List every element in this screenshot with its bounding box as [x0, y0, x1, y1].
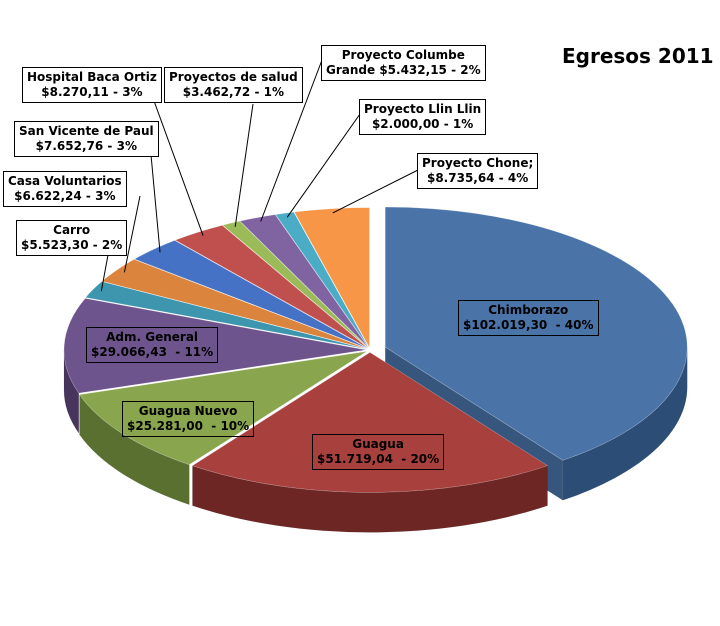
- data-label-proyecto-chone: Proyecto Chone; $8.735,64 - 4%: [417, 153, 539, 189]
- data-label-san-vicente: San Vicente de Paul $7.652,76 - 3%: [14, 121, 159, 157]
- data-label-casa-voluntarios: Casa Voluntarios $6.622,24 - 3%: [3, 171, 127, 207]
- data-label-llin-llin: Proyecto Llin Llin $2.000,00 - 1%: [359, 99, 487, 135]
- leader-line-proyecto-columbe-grande: [260, 59, 323, 222]
- pie-slice-adm-general: [63, 298, 367, 394]
- data-label-proyectos-salud: Proyectos de salud $3.462,72 - 1%: [164, 67, 303, 103]
- data-label-guagua: Guagua $51.719,04 - 20%: [312, 434, 445, 470]
- data-label-chimborazo: Chimborazo $102.019,30 - 40%: [458, 300, 599, 336]
- pie-slice-hospital-baca-ortiz: [174, 225, 368, 349]
- pie-slice-casa-voluntarios: [101, 259, 367, 349]
- pie-slice-chimborazo: [384, 206, 688, 461]
- leader-line-proyecto-llin-llin: [286, 113, 361, 218]
- leader-line-san-vicente-de-paul: [149, 143, 161, 253]
- data-label-hospital-baca-ortiz: Hospital Baca Ortiz $8.270,11 - 3%: [22, 67, 162, 103]
- pie-slice-san-vicente-de-paul: [133, 240, 368, 349]
- pie-slice-proyecto-columbe-grande: [239, 214, 369, 348]
- data-label-columbe-grande: Proyecto Columbe Grande $5.432,15 - 2%: [321, 45, 486, 81]
- chart-title: Egresos 2011: [562, 44, 714, 68]
- pie-slice-carro: [85, 281, 367, 350]
- leader-line-proyectos-de-salud: [234, 103, 254, 227]
- data-label-carro: Carro $5.523,30 - 2%: [16, 220, 128, 256]
- leader-line-proyecto-chone: [332, 169, 419, 214]
- pie-slice-proyecto-llin-llin: [275, 211, 370, 348]
- data-label-adm-general: Adm. General $29.066,43 - 11%: [86, 327, 219, 363]
- pie-slice-guagua: [191, 352, 549, 493]
- leader-line-casa-voluntarios: [123, 195, 141, 273]
- leader-line-hospital-baca-ortiz: [149, 89, 204, 236]
- pie-slice-proyectos-de-salud: [222, 220, 369, 349]
- data-label-guagua-nuevo: Guagua Nuevo $25.281,00 - 10%: [122, 401, 255, 437]
- pie-slice-proyecto-chone: [293, 207, 370, 349]
